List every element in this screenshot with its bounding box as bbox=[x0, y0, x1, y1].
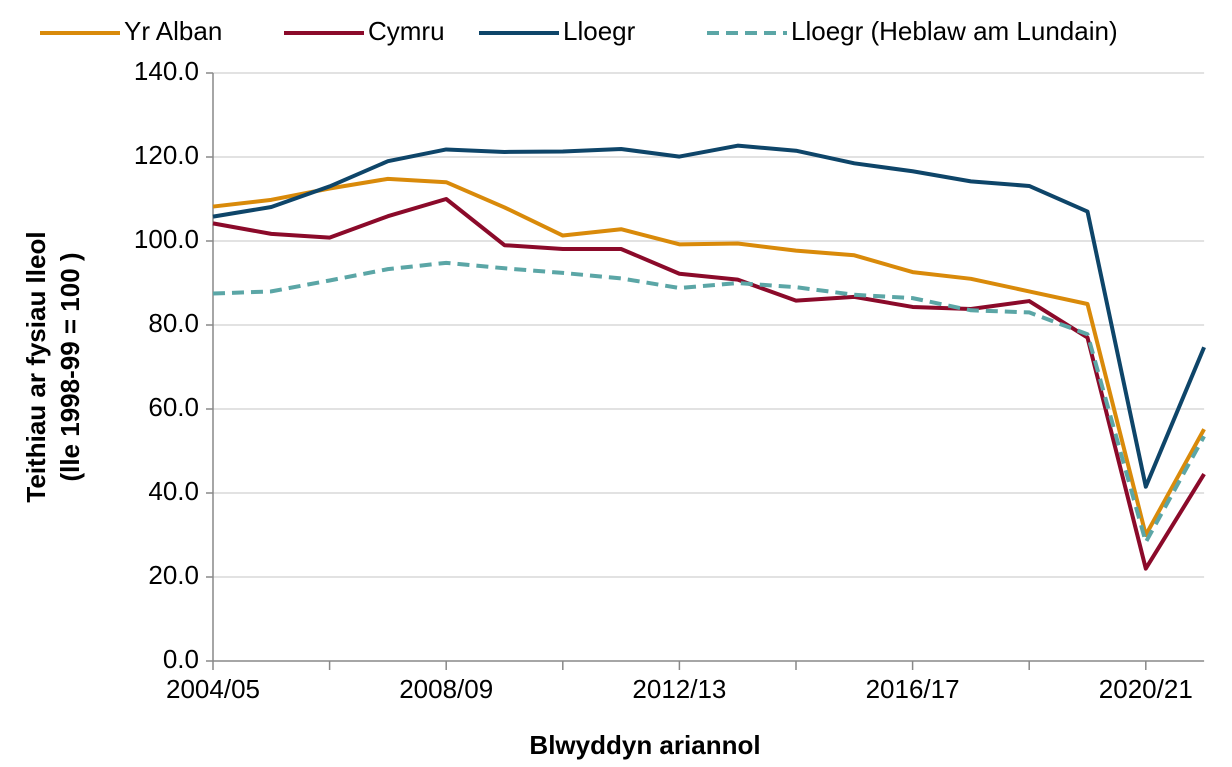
y-tick-label: 60.0 bbox=[148, 392, 199, 422]
legend-label: Lloegr bbox=[563, 16, 636, 46]
y-tick-label: 0.0 bbox=[163, 644, 199, 674]
y-tick-label: 140.0 bbox=[134, 56, 199, 86]
line-series bbox=[212, 143, 1206, 489]
x-tick-label: 2016/17 bbox=[866, 674, 960, 704]
x-tick-label: 2012/13 bbox=[632, 674, 726, 704]
line-series bbox=[212, 260, 1206, 545]
line-series bbox=[212, 176, 1206, 537]
y-tick-label: 20.0 bbox=[148, 560, 199, 590]
x-tick-label: 2004/05 bbox=[166, 674, 260, 704]
legend-label: Lloegr (Heblaw am Lundain) bbox=[791, 16, 1118, 46]
x-axis-label: Blwyddyn ariannol bbox=[529, 730, 760, 760]
legend-label: Cymru bbox=[368, 16, 445, 46]
line-series bbox=[212, 197, 1206, 571]
y-tick-label: 40.0 bbox=[148, 476, 199, 506]
y-tick-label: 120.0 bbox=[134, 140, 199, 170]
legend-label: Yr Alban bbox=[124, 16, 222, 46]
y-axis-label: (lle 1998-99 = 100 ) bbox=[55, 252, 85, 481]
y-tick-label: 80.0 bbox=[148, 308, 199, 338]
x-tick-label: 2020/21 bbox=[1099, 674, 1193, 704]
x-tick-label: 2008/09 bbox=[399, 674, 493, 704]
y-axis-label: Teithiau ar fysiau lleol bbox=[21, 231, 51, 502]
y-tick-label: 100.0 bbox=[134, 224, 199, 254]
